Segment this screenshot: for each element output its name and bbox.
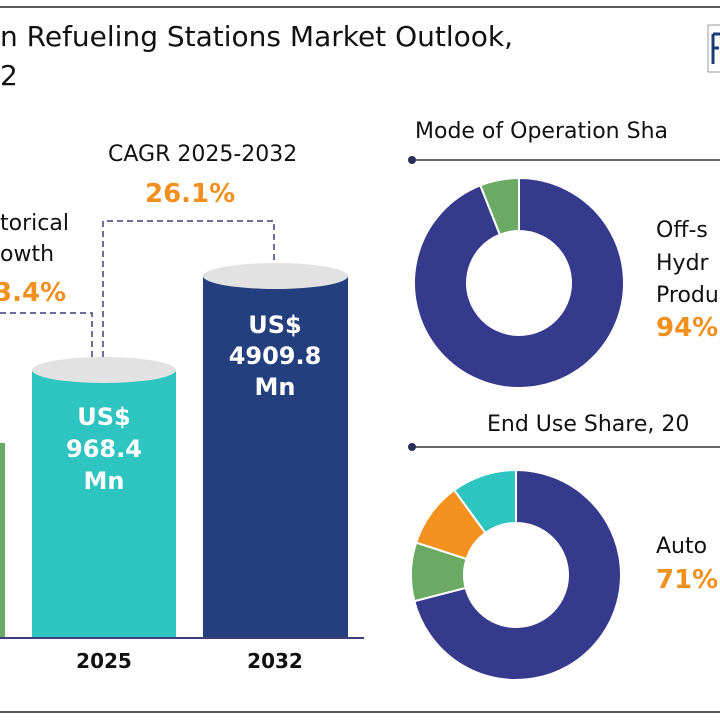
- title-line1: n Refueling Stations Market Outlook,: [0, 20, 513, 53]
- bar-2032-unit: Mn: [255, 373, 296, 401]
- donut1-slice-1: [479, 176, 520, 236]
- connector-lines: [0, 220, 275, 357]
- cagr-label: CAGR 2025-2032: [108, 142, 297, 167]
- mode-share-donut: [413, 176, 625, 389]
- cagr-value: 26.1%: [145, 179, 235, 209]
- logo: [707, 24, 720, 73]
- historical-value: 3.4%: [0, 278, 66, 308]
- bar-2025-currency: US$: [77, 403, 130, 431]
- bar-cap-2025: [32, 357, 176, 383]
- donut2-slice-0: [413, 468, 622, 681]
- mode-share-label-line1: Off-s: [656, 218, 708, 243]
- bar-2032-currency: US$: [248, 311, 301, 339]
- end-use-title: End Use Share, 20: [487, 412, 689, 437]
- mode-share-value: 94%: [656, 313, 718, 343]
- x-tick-2032: 2032: [247, 649, 303, 673]
- end-use-donut: [410, 468, 622, 681]
- historical-label-line2: owth: [0, 242, 54, 267]
- bar-2025: [32, 370, 176, 638]
- donut1-slice-0: [413, 176, 625, 389]
- historical-label-line1: torical: [0, 211, 69, 236]
- bar-2025-unit: Mn: [84, 467, 125, 495]
- bar-2032-amount: 4909.8: [229, 342, 322, 370]
- bar-cap-2032: [203, 263, 348, 289]
- mode-share-rule-dot: [408, 156, 416, 164]
- bar-2025-amount: 968.4: [66, 435, 142, 463]
- end-use-value: 71%: [656, 565, 718, 595]
- bar-partial-left: [0, 443, 5, 638]
- end-use-rule-dot: [408, 443, 416, 451]
- title-line2: 2: [0, 59, 18, 92]
- x-tick-2025: 2025: [76, 649, 132, 673]
- bar-2032: [203, 276, 348, 638]
- mode-share-label-line2: Hydr: [656, 251, 710, 276]
- end-use-label: Auto: [656, 534, 707, 559]
- bar-chart: [32, 263, 348, 638]
- mode-share-label-line3: Produ: [656, 283, 719, 308]
- mode-share-title: Mode of Operation Sha: [415, 119, 668, 144]
- donut2-slice-3: [452, 468, 517, 535]
